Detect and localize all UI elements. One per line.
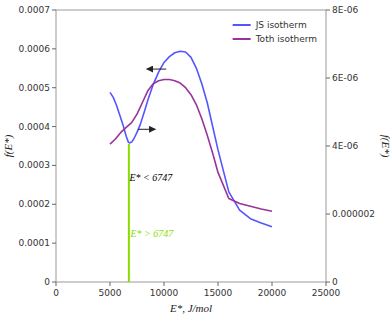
- y2-axis-label: f(E*): [379, 135, 392, 158]
- y-axis-label: f(E*): [2, 134, 15, 157]
- y2-tick-label: 4E-06: [332, 141, 358, 151]
- x-tick: [110, 282, 111, 286]
- y-tick-label: 0.0006: [19, 44, 51, 54]
- y-tick-label: 0.0005: [19, 83, 51, 93]
- x-tick-label: 20000: [258, 288, 287, 298]
- y-tick: [52, 126, 56, 127]
- series-line: [110, 51, 272, 227]
- legend-swatch: [233, 24, 251, 26]
- x-tick: [272, 282, 273, 286]
- y-tick-label: 0.0002: [19, 199, 51, 209]
- vertical-line: [128, 144, 130, 282]
- y-tick-label: 0.0001: [19, 238, 51, 248]
- y2-tick-label: 8E-06: [332, 5, 358, 15]
- legend-swatch: [233, 38, 251, 40]
- y-tick-label: 0.0004: [19, 122, 51, 132]
- legend-label: JS isotherm: [255, 20, 307, 30]
- y-tick: [52, 204, 56, 205]
- y2-tick: [326, 282, 330, 283]
- chart: 050001000015000200002500000.00010.00020.…: [0, 0, 392, 320]
- annotation: E* > 6747: [130, 228, 175, 239]
- y2-tick-label: 0.000002: [332, 209, 375, 219]
- y-tick: [52, 87, 56, 88]
- x-tick-label: 25000: [312, 288, 341, 298]
- x-tick: [164, 282, 165, 286]
- y2-tick: [326, 78, 330, 79]
- y-tick-label: 0.0007: [19, 5, 51, 15]
- annotation: E* < 6747: [128, 172, 173, 183]
- y2-tick: [326, 10, 330, 11]
- x-tick: [218, 282, 219, 286]
- y-tick: [52, 165, 56, 166]
- legend: JS isotherm Toth isotherm: [233, 20, 317, 44]
- series-line: [110, 80, 272, 212]
- y2-tick: [326, 214, 330, 215]
- y2-tick-label: 0: [332, 277, 338, 287]
- x-axis-label: E*, J/mol: [169, 302, 212, 314]
- arrow: [147, 69, 166, 70]
- x-tick-label: 10000: [150, 288, 179, 298]
- y2-tick: [326, 146, 330, 147]
- y2-tick-label: 6E-06: [332, 73, 358, 83]
- plot-frame: [56, 10, 326, 282]
- x-tick-label: 5000: [99, 288, 122, 298]
- y-tick-label: 0: [44, 277, 50, 287]
- x-tick: [326, 282, 327, 286]
- arrow: [138, 129, 155, 130]
- legend-label: Toth isotherm: [255, 34, 317, 44]
- x-tick: [56, 282, 57, 286]
- y-tick: [52, 48, 56, 49]
- y-tick: [52, 282, 56, 283]
- y-tick: [52, 243, 56, 244]
- y-tick-label: 0.0003: [19, 160, 51, 170]
- x-tick-label: 15000: [204, 288, 233, 298]
- x-tick-label: 0: [53, 288, 59, 298]
- plot-area: [110, 51, 272, 282]
- y-tick: [52, 10, 56, 11]
